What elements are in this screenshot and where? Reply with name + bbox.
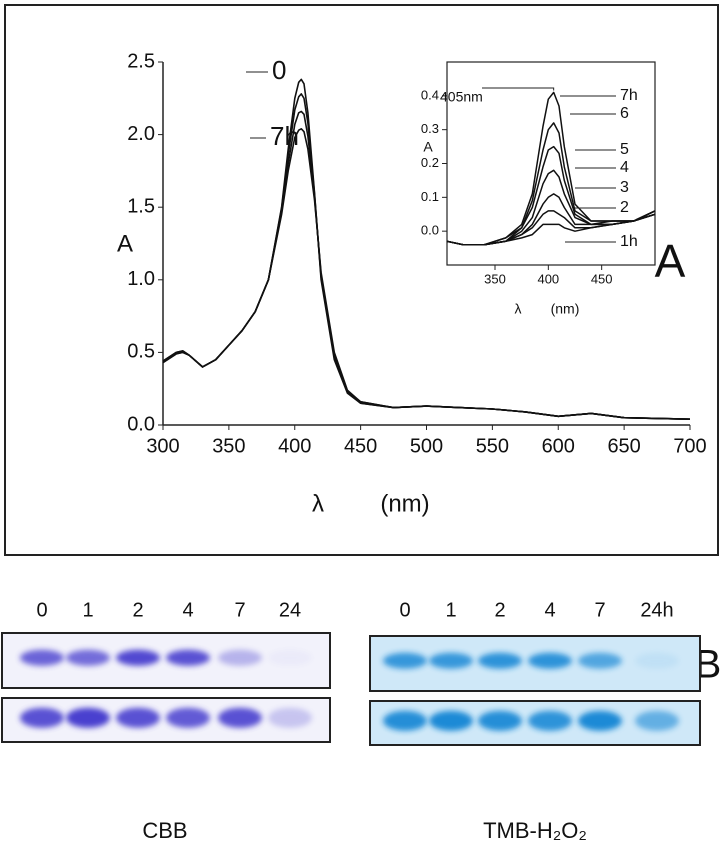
x-tick-label: 300 (146, 435, 179, 457)
gel-band (218, 707, 262, 728)
y-tick-label: 2.0 (127, 123, 155, 145)
gel-band (478, 710, 522, 731)
lane-label: 0 (399, 599, 410, 621)
lane-label: 24h (640, 599, 673, 621)
x-tick-label: 350 (484, 271, 506, 286)
x-tick-label: 450 (591, 271, 613, 286)
x-axis-unit: (nm) (380, 490, 429, 517)
y-tick-label: 0.1 (421, 189, 439, 204)
gel-band (635, 710, 679, 731)
x-axis-label: λ (312, 490, 324, 517)
gel-band (578, 652, 622, 669)
series-label: 5 (620, 141, 629, 158)
y-tick-label: 0.4 (421, 87, 439, 102)
gel-band (268, 707, 312, 728)
gel-band (383, 710, 427, 731)
gel-band (166, 649, 210, 666)
y-tick-label: 2.5 (127, 50, 155, 72)
spectrum-line (162, 128, 691, 420)
lane-label: 1 (445, 599, 456, 621)
y-tick-label: 1.5 (127, 195, 155, 217)
spectrum-line (446, 213, 656, 246)
spectrum-line (446, 122, 656, 246)
gel-band (218, 649, 262, 666)
gel-band (478, 652, 522, 669)
x-tick-label: 350 (212, 435, 245, 457)
gel-band (20, 649, 64, 666)
gel-band (429, 652, 473, 669)
x-tick-label: 700 (673, 435, 706, 457)
gel-frame (369, 635, 701, 692)
lane-label: 7 (594, 599, 605, 621)
x-tick-label: 650 (607, 435, 640, 457)
lane-label: 2 (494, 599, 505, 621)
gel-frame (1, 632, 331, 689)
x-tick-label: 500 (410, 435, 443, 457)
gel-band (383, 652, 427, 669)
x-tick-label: 400 (537, 271, 559, 286)
gel-band (528, 710, 572, 731)
gel-frame (1, 697, 331, 743)
lane-label: 1 (82, 599, 93, 621)
gel-band (66, 707, 110, 728)
series-label: 2 (620, 199, 629, 216)
gel-band (166, 707, 210, 728)
gel-band (116, 707, 160, 728)
gel-band (429, 710, 473, 731)
gel-caption: CBB (142, 818, 187, 843)
series-label: 4 (620, 159, 629, 176)
annotation: 405nm (440, 89, 483, 105)
series-label: 1h (620, 233, 638, 250)
series-label: 0 (272, 55, 286, 85)
y-tick-label: 1.0 (127, 268, 155, 290)
gel-band (116, 649, 160, 666)
x-axis-label: λ (515, 301, 522, 317)
series-label: 7h (620, 87, 638, 104)
lane-label: 0 (36, 599, 47, 621)
x-tick-label: 550 (476, 435, 509, 457)
y-axis-label: A (117, 230, 133, 257)
lane-label: 2 (132, 599, 143, 621)
x-tick-label: 400 (278, 435, 311, 457)
x-tick-label: 450 (344, 435, 377, 457)
y-tick-label: 0.5 (127, 341, 155, 363)
y-tick-label: 0.0 (421, 223, 439, 238)
gel-band (20, 707, 64, 728)
series-label: 7h (270, 121, 299, 151)
x-axis-unit: (nm) (551, 301, 580, 317)
gel-band (528, 652, 572, 669)
lane-label: 7 (234, 599, 245, 621)
lane-label: 4 (182, 599, 193, 621)
lane-label: 4 (544, 599, 555, 621)
y-tick-label: 0.2 (421, 155, 439, 170)
series-label: 3 (620, 179, 629, 196)
panel-label: A (655, 235, 686, 287)
y-tick-label: 0.0 (127, 413, 155, 435)
x-tick-label: 600 (542, 435, 575, 457)
lane-label: 24 (279, 599, 301, 621)
gel-caption: TMB-H₂O₂ (483, 818, 587, 843)
gel-band (66, 649, 110, 666)
y-tick-label: 0.3 (421, 121, 439, 136)
y-axis-label: A (423, 139, 433, 155)
panel-frame (4, 4, 719, 556)
series-label: 6 (620, 105, 629, 122)
gel-frame (369, 700, 701, 746)
gel-band (578, 710, 622, 731)
annotation-leader (482, 87, 555, 91)
gel-band (268, 649, 312, 666)
gel-band (635, 652, 679, 669)
